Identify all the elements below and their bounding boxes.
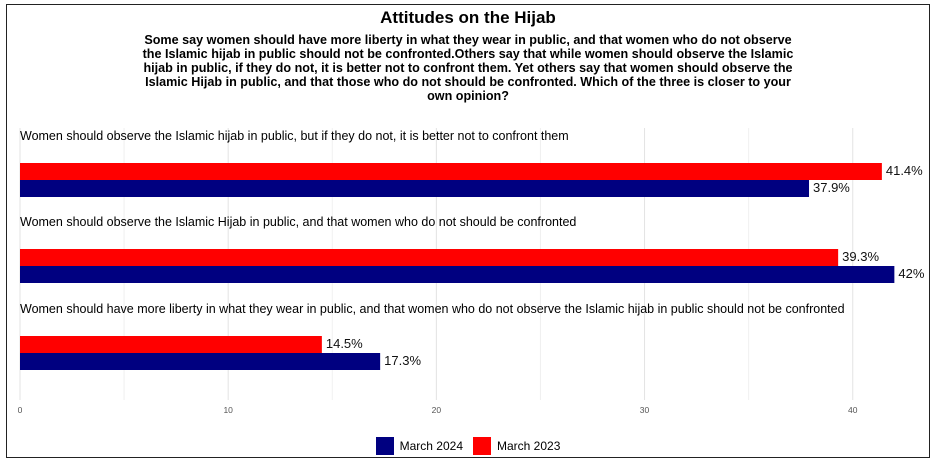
legend-label-march-2024: March 2024 (399, 439, 463, 453)
data-label: 14.5% (326, 336, 363, 351)
data-label: 37.9% (813, 180, 850, 195)
legend: March 2024 March 2023 (0, 437, 936, 455)
bar (20, 249, 839, 266)
legend-item-march-2023: March 2023 (473, 437, 560, 455)
category-label: Women should observe the Islamic Hijab i… (20, 215, 576, 229)
bar (20, 336, 322, 353)
data-label: 41.4% (886, 163, 923, 178)
x-tick-label: 30 (640, 405, 650, 415)
bar (20, 266, 895, 283)
data-label: 39.3% (842, 249, 879, 264)
x-tick-label: 40 (848, 405, 858, 415)
chart-title: Attitudes on the Hijab (380, 8, 556, 27)
category-label: Women should observe the Islamic hijab i… (20, 129, 569, 143)
legend-swatch-march-2024 (375, 437, 394, 455)
data-label: 17.3% (384, 353, 421, 368)
legend-label-march-2023: March 2023 (497, 439, 561, 453)
bar (20, 180, 810, 197)
bar (20, 353, 381, 370)
x-tick-label: 0 (18, 405, 23, 415)
legend-item-march-2024: March 2024 (375, 437, 463, 455)
x-tick-label: 10 (223, 405, 233, 415)
category-label: Women should have more liberty in what t… (20, 302, 845, 316)
x-tick-label: 20 (432, 405, 442, 415)
legend-swatch-march-2023 (473, 437, 491, 455)
chart-frame (6, 4, 930, 458)
data-label: 42% (898, 266, 924, 281)
chart-subtitle: Some say women should have more liberty … (142, 33, 794, 103)
bar (20, 163, 882, 180)
